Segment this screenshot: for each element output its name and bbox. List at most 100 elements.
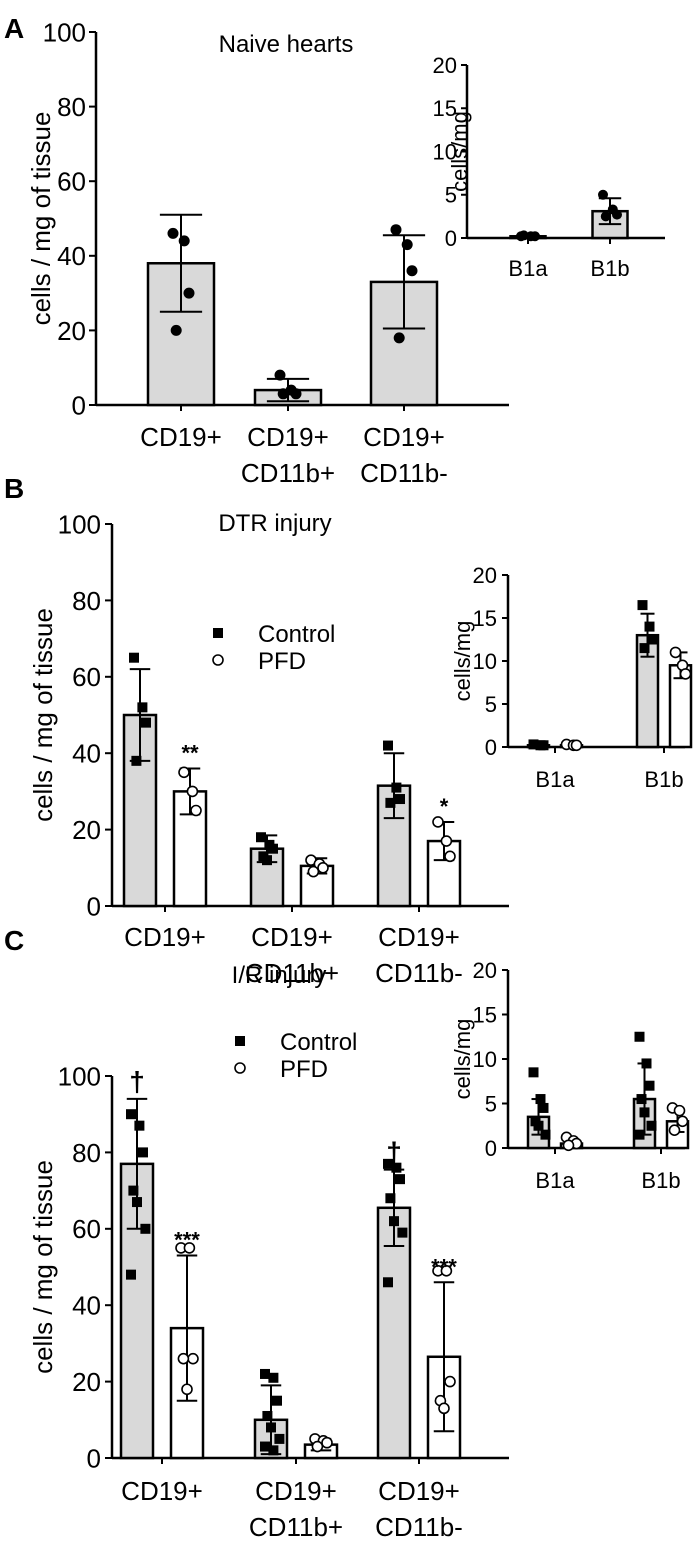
- inset-y-tick-label: 15: [473, 606, 497, 631]
- inset-data-point: [528, 739, 539, 750]
- data-point: [268, 1445, 279, 1456]
- inset-data-point: [676, 1115, 689, 1128]
- data-point: [134, 1120, 145, 1131]
- significance-annotation: †: [386, 1137, 402, 1168]
- significance-annotation: *: [440, 794, 449, 819]
- data-point: [393, 332, 405, 344]
- data-point: [167, 227, 179, 239]
- inset-data-point: [600, 211, 611, 222]
- x-tick-label: CD19+: [140, 422, 222, 452]
- inset-data-point: [535, 1094, 546, 1105]
- chart-title: I/R injury: [232, 962, 327, 989]
- data-point: [183, 287, 195, 299]
- inset-y-axis-label: cells/mg: [447, 111, 472, 192]
- inset-data-point: [646, 1120, 657, 1131]
- significance-annotation: ***: [431, 1254, 457, 1279]
- inset-y-tick-label: 15: [433, 96, 457, 121]
- inset-data-point: [538, 1102, 549, 1113]
- data-point: [186, 785, 199, 798]
- y-axis-label: cells / mg of tissue: [28, 608, 58, 822]
- data-point: [190, 804, 202, 817]
- inset-y-tick-label: 10: [433, 139, 457, 164]
- y-tick-label: 40: [72, 1291, 101, 1321]
- chart-title: Naive hearts: [219, 31, 354, 58]
- data-point: [260, 1368, 270, 1379]
- data-point: [395, 1174, 405, 1185]
- data-point: [307, 865, 320, 878]
- data-point: [272, 1395, 282, 1406]
- data-point: [290, 388, 302, 400]
- data-point: [268, 1372, 279, 1383]
- chart-title: DTR injury: [218, 510, 331, 537]
- inset-data-point: [540, 1129, 551, 1140]
- data-point: [137, 702, 148, 713]
- y-tick-label: 60: [72, 1214, 101, 1244]
- data-point: [187, 1352, 199, 1365]
- inset-y-tick-label: 5: [485, 692, 497, 717]
- inset-data-point: [669, 646, 682, 659]
- inset-data-point: [538, 740, 549, 751]
- inset-y-tick-label: 5: [485, 1091, 497, 1116]
- data-point: [383, 1158, 393, 1169]
- inset-x-tick-label: B1a: [508, 256, 548, 281]
- data-point: [262, 1410, 273, 1421]
- panel-label: C: [4, 925, 24, 956]
- inset-x-tick-label: B1a: [535, 1168, 575, 1193]
- data-point: [317, 861, 329, 874]
- bar: [376, 1206, 412, 1460]
- inset-data-point: [668, 1124, 681, 1136]
- inset-y-tick-label: 0: [445, 226, 457, 251]
- y-tick-label: 40: [72, 739, 101, 769]
- data-point: [268, 843, 278, 854]
- data-point: [266, 1422, 276, 1433]
- inset-y-tick-label: 15: [473, 1002, 497, 1027]
- y-tick-label: 60: [72, 662, 101, 692]
- data-point: [440, 835, 453, 847]
- data-point: [128, 1185, 139, 1196]
- data-point: [385, 1193, 396, 1204]
- y-axis-label: cells / mg of tissue: [28, 1160, 58, 1374]
- inset-y-tick-label: 10: [473, 1047, 497, 1072]
- data-point: [140, 1223, 151, 1234]
- data-point: [444, 850, 456, 863]
- inset-data-point: [562, 1139, 575, 1152]
- inset-x-tick-label: B1a: [535, 767, 575, 792]
- legend-label: Control: [280, 1029, 357, 1056]
- inset-data-point: [530, 231, 540, 242]
- data-point: [274, 369, 286, 381]
- significance-annotation: †: [129, 1066, 145, 1097]
- x-tick-label: CD11b+: [249, 1512, 343, 1542]
- data-point: [311, 1440, 324, 1453]
- inset-data-point: [679, 668, 692, 680]
- inset-data-point: [639, 1107, 650, 1118]
- legend-marker: [234, 1062, 246, 1074]
- data-point: [444, 1375, 456, 1388]
- inset-data-point: [634, 1129, 645, 1140]
- inset-y-tick-label: 0: [485, 1136, 497, 1161]
- data-point: [440, 1265, 453, 1277]
- x-tick-label: CD19+: [378, 922, 460, 952]
- data-point: [390, 224, 402, 236]
- x-tick-label: CD19+: [247, 422, 329, 452]
- inset-data-point: [533, 1120, 544, 1131]
- inset-y-axis-label: cells/mg: [450, 1019, 475, 1100]
- x-tick-label: CD11b+: [245, 958, 339, 988]
- x-tick-label: CD19+: [255, 1476, 337, 1506]
- y-tick-label: 100: [58, 1061, 101, 1091]
- y-tick-label: 20: [72, 815, 101, 845]
- x-tick-label: CD11b-: [375, 1512, 463, 1542]
- inset-data-point: [647, 634, 658, 645]
- inset-plot: 0 5 10 15 20 cells/mg B1a B1b: [450, 958, 690, 1193]
- inset-data-point: [570, 739, 583, 752]
- y-tick-label: 60: [57, 167, 86, 197]
- data-point: [131, 755, 142, 766]
- data-point: [260, 1441, 270, 1452]
- inset-data-point: [639, 643, 650, 654]
- inset-data-point: [637, 600, 648, 611]
- inset-y-tick-label: 10: [473, 649, 497, 674]
